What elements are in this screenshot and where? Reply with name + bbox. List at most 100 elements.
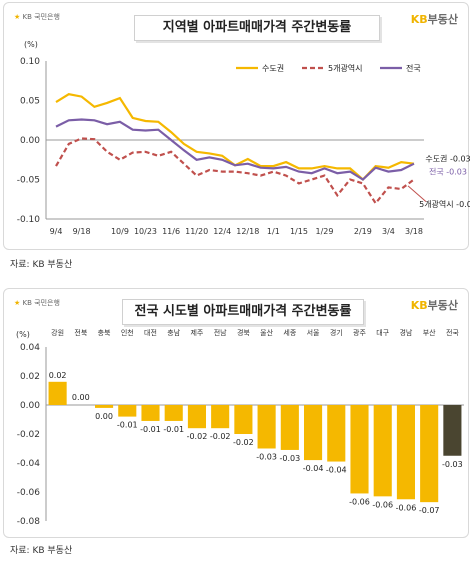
data-label: -0.06	[349, 497, 370, 506]
legend-label: 수도권	[262, 63, 284, 73]
legend-label: 5개광역시	[328, 63, 363, 73]
data-label: -0.01	[163, 425, 184, 434]
y-tick-label: -0.05	[17, 176, 40, 186]
line-chart-title: 지역별 아파트매매가격 주간변동률	[134, 15, 380, 41]
y-unit-label: (%)	[16, 330, 30, 339]
weekly-line-chart-panel: ★ KB 국민은행 지역별 아파트매매가격 주간변동률 KB부동산 (%) 0.1…	[3, 2, 470, 250]
data-label: -0.07	[419, 506, 440, 515]
bar	[420, 405, 439, 503]
x-tick-label: 1/1	[267, 227, 280, 236]
x-tick-label: 9/4	[50, 227, 63, 236]
line-chart-svg: (%) 0.10 0.05 0.00 -0.05 -0.10 9/4 9/18 10/9 10/2…	[17, 40, 470, 236]
bar	[350, 405, 369, 494]
data-label: -0.02	[233, 438, 254, 447]
category-label: 제주	[190, 329, 203, 337]
data-label: -0.03	[442, 460, 463, 469]
category-label: 부산	[423, 328, 436, 337]
data-label: -0.01	[140, 425, 161, 434]
y-tick-label: 0.10	[20, 57, 40, 67]
kb-bank-logo: ★ KB 국민은행	[14, 299, 60, 307]
bar-chart-svg: (%) 0.04 0.02 0.00 -0.02 -0.04 -0.06 -0.08 강원 0.0…	[16, 328, 464, 527]
y-tick-label: -0.04	[17, 459, 41, 469]
x-tick-label: 10/23	[134, 227, 157, 236]
kb-brand-logo: KB부동산	[410, 13, 458, 26]
category-label: 전남	[214, 328, 227, 337]
data-label: 0.00	[95, 412, 113, 421]
category-label: 전국	[446, 328, 459, 337]
kb-bank-logo: ★ KB 국민은행	[14, 13, 60, 21]
end-label: 전국 -0.03	[429, 167, 467, 177]
x-tick-label: 3/4	[382, 227, 395, 236]
y-tick-label: -0.08	[17, 517, 41, 527]
bar-chart-title: 전국 시도별 아파트매매가격 주간변동률	[122, 299, 364, 325]
bar-chart-source: 자료: KB 부동산	[10, 546, 73, 556]
bar	[280, 405, 299, 450]
data-label: -0.06	[396, 503, 417, 512]
x-tick-label: 1/15	[290, 227, 308, 236]
y-tick-label: 0.00	[20, 136, 40, 146]
data-label: 0.00	[72, 393, 90, 402]
data-label: -0.02	[210, 432, 231, 441]
bar	[396, 405, 416, 500]
end-label: 수도권 -0.03	[425, 154, 470, 164]
x-tick-label: 12/18	[236, 227, 259, 236]
category-label: 서울	[307, 328, 320, 337]
category-label: 대전	[144, 328, 157, 337]
data-label: -0.03	[256, 453, 277, 462]
end-label: 5개광역시 -0.05	[419, 199, 470, 209]
category-label: 경기	[330, 328, 343, 337]
x-tick-label: 11/20	[185, 227, 208, 236]
legend-label: 전국	[406, 63, 421, 73]
bar	[303, 405, 323, 461]
category-label: 충남	[167, 328, 180, 337]
data-label: -0.04	[303, 464, 324, 473]
data-label: -0.02	[187, 432, 208, 441]
bar	[141, 405, 160, 421]
series-line-2	[55, 137, 415, 206]
x-tick-label: 12/4	[213, 227, 231, 236]
category-label: 울산	[260, 328, 273, 337]
x-tick-label: 11/6	[162, 227, 180, 236]
y-tick-label: -0.06	[17, 488, 41, 498]
category-label: 강원	[51, 328, 64, 337]
category-label: 세종	[283, 328, 296, 337]
bar	[48, 381, 67, 405]
x-tick-label: 9/18	[73, 227, 91, 236]
x-tick-label: 10/9	[111, 227, 129, 236]
series-line-1	[55, 93, 415, 182]
regional-bar-chart-panel: ★ KB 국민은행 전국 시도별 아파트매매가격 주간변동률 KB부동산 (%)…	[3, 288, 469, 538]
y-tick-label: 0.05	[20, 97, 40, 107]
y-tick-label: -0.02	[17, 430, 40, 440]
bar	[118, 405, 137, 417]
bar	[443, 405, 462, 456]
category-label: 인천	[121, 328, 134, 337]
bar	[164, 405, 183, 421]
data-label: 0.02	[49, 371, 67, 380]
data-label: -0.03	[279, 454, 300, 463]
bar	[234, 405, 253, 434]
bar	[94, 405, 114, 408]
bar	[257, 405, 276, 449]
end-label-leader	[407, 185, 427, 202]
x-tick-label: 3/18	[405, 227, 423, 236]
bar	[187, 405, 207, 429]
y-tick-label: 0.00	[20, 401, 40, 411]
category-label: 전북	[74, 328, 87, 337]
category-label: 광주	[353, 329, 366, 337]
bar	[327, 405, 346, 462]
category-label: 경남	[399, 328, 412, 337]
y-tick-label: 0.04	[20, 343, 40, 353]
y-tick-label: 0.02	[20, 372, 40, 382]
data-label: -0.06	[372, 500, 393, 509]
kb-brand-logo: KB부동산	[410, 299, 458, 312]
data-label: -0.01	[117, 421, 138, 430]
bar	[373, 405, 392, 497]
data-label: -0.04	[326, 466, 347, 475]
category-label: 충북	[98, 328, 111, 337]
x-tick-label: 2/19	[354, 227, 372, 236]
x-tick-label: 1/29	[316, 227, 334, 236]
line-chart-source: 자료: KB 부동산	[10, 260, 73, 270]
y-unit-label: (%)	[24, 40, 38, 49]
category-label: 대구	[376, 329, 389, 337]
series-line-3	[55, 118, 415, 181]
